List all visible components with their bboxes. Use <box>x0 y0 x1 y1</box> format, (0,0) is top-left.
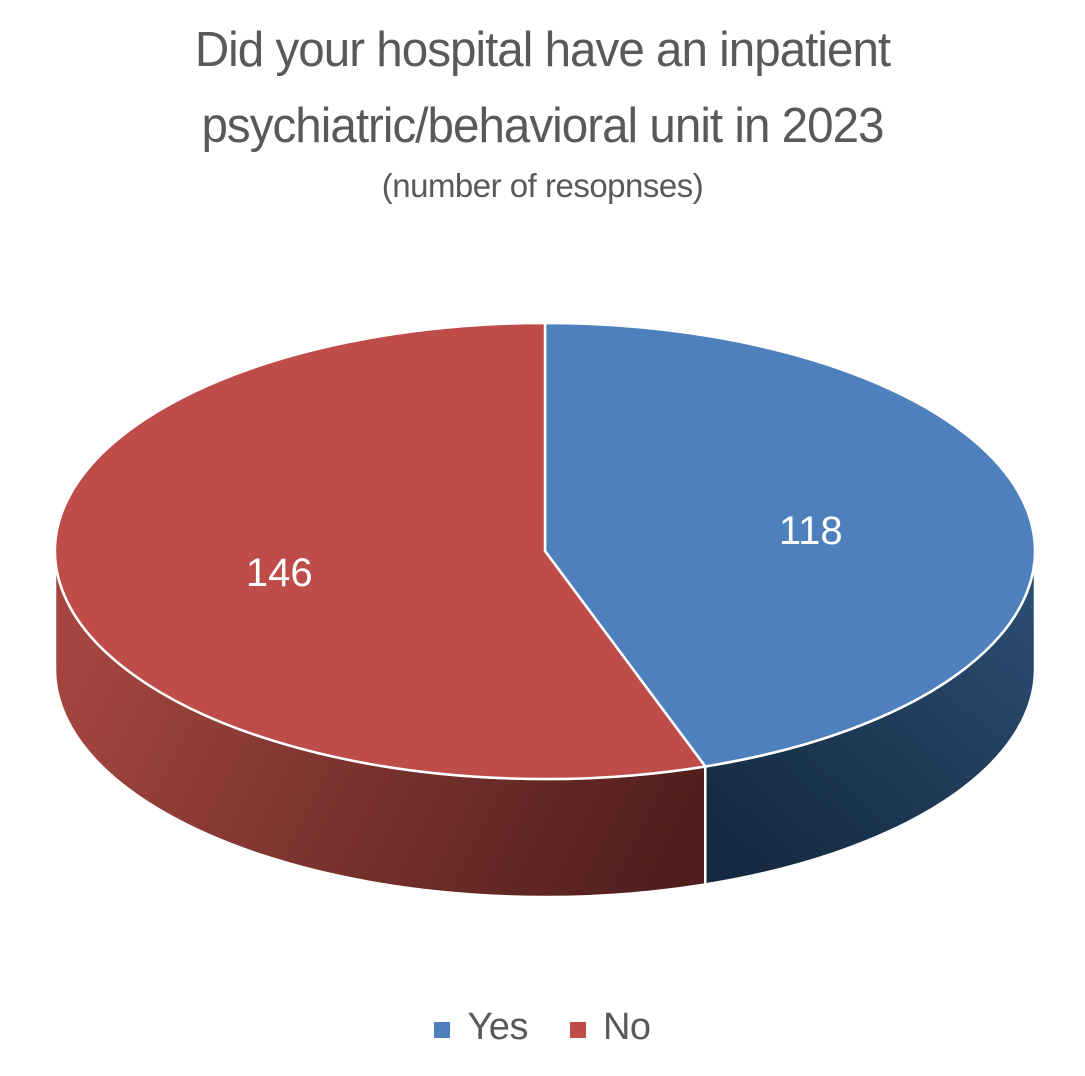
legend-swatch-no-icon <box>569 1021 586 1038</box>
chart-subtitle: (number of resopnses) <box>381 167 704 204</box>
legend-label-yes: Yes <box>467 1006 528 1048</box>
pie-slice-yes[interactable] <box>543 321 1037 768</box>
pie-label-yes: 118 <box>779 509 843 553</box>
chart-title-line-2: psychiatric/behavioral unit in 2023 <box>201 99 884 153</box>
legend-item-no[interactable]: No <box>569 1006 651 1049</box>
pie-slice-no[interactable] <box>53 321 707 781</box>
chart-title-line-1: Did your hospital have an inpatient <box>194 23 891 77</box>
legend-label-no: No <box>602 1006 651 1048</box>
chart-header: Did your hospital have an inpatient psyc… <box>0 12 1085 208</box>
pie-label-no: 146 <box>246 551 313 595</box>
legend-swatch-yes-icon <box>434 1021 451 1038</box>
legend-item-yes[interactable]: Yes <box>434 1006 528 1049</box>
chart-legend: Yes No <box>0 1006 1085 1049</box>
